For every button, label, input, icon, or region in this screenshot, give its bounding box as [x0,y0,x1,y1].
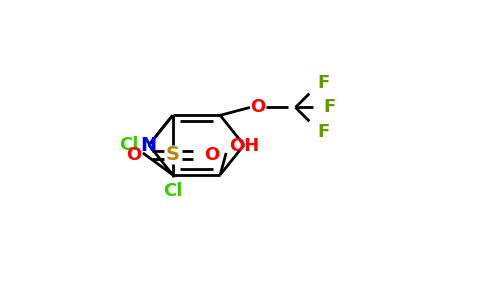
Text: F: F [317,123,330,141]
Text: F: F [323,98,335,116]
Text: O: O [126,146,142,164]
Text: O: O [204,146,219,164]
Text: Cl: Cl [163,182,182,200]
Text: N: N [141,136,157,154]
Text: S: S [166,146,180,164]
Text: F: F [317,74,330,92]
Text: OH: OH [229,137,259,155]
Text: O: O [250,98,266,116]
Text: Cl: Cl [120,136,139,154]
